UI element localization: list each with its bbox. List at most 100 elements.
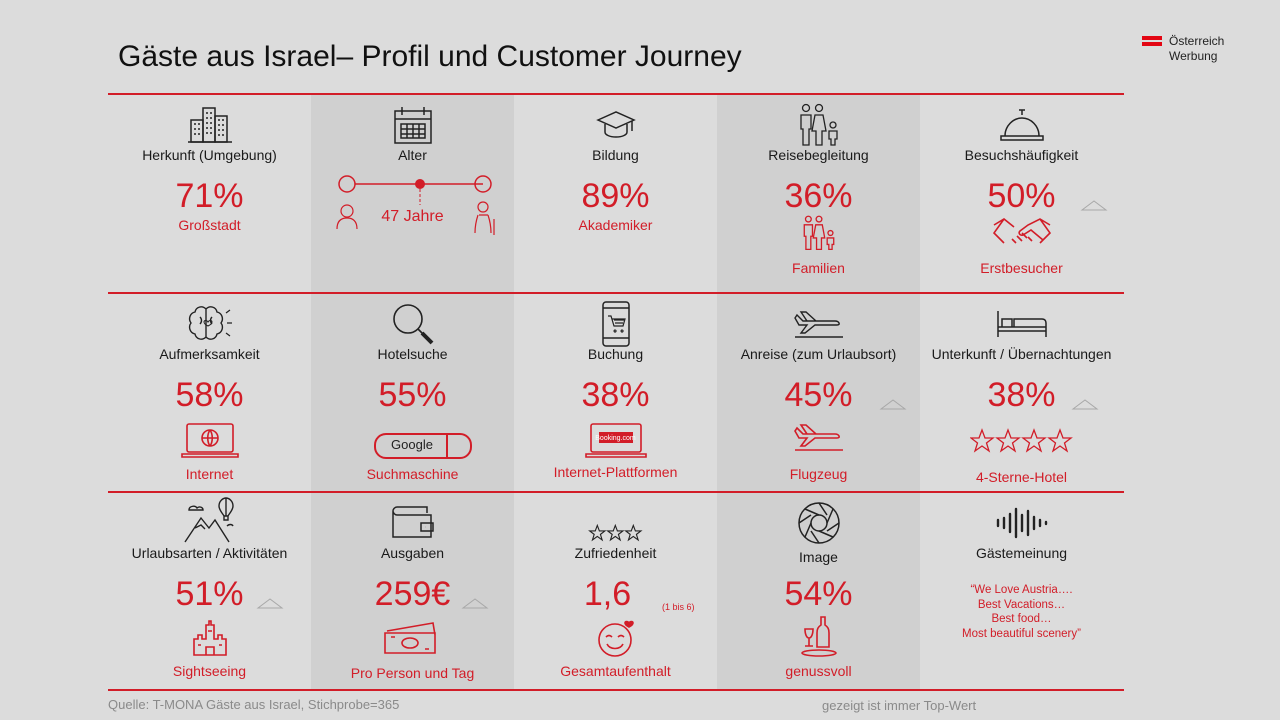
cell-aufmerksamkeit: Aufmerksamkeit 58% Internet: [108, 294, 311, 492]
cell-value: 54%: [784, 575, 853, 613]
cell-label: Besuchshäufigkeit: [964, 147, 1079, 163]
age-value: 47 Jahre: [381, 208, 444, 225]
cell-value: 89%: [581, 177, 650, 215]
buildings-icon: [108, 103, 311, 147]
cell-label: Zufriedenheit: [574, 545, 657, 561]
cell-sub: Akademiker: [578, 217, 653, 233]
cell-sub: Internet-Plattformen: [553, 464, 678, 480]
cell-anreise: Anreise (zum Urlaubsort) 45% Flugzeug: [717, 294, 920, 492]
cell-label: Bildung: [592, 147, 639, 163]
wallet-icon: [311, 501, 514, 545]
cell-label: Hotelsuche: [377, 346, 448, 362]
cell-sub: Erstbesucher: [980, 260, 1063, 276]
calendar-icon: [311, 103, 514, 147]
soundwave-icon: [920, 501, 1123, 545]
laptop-globe-icon: [108, 422, 311, 460]
google-label: Google: [391, 437, 433, 452]
cell-sub: 4-Sterne-Hotel: [975, 469, 1068, 485]
cell-sub: Familien: [792, 260, 845, 276]
cell-image: Image 54% genussvoll: [717, 493, 920, 691]
cell-value: 71%: [175, 177, 244, 215]
cell-value: 58%: [175, 376, 244, 414]
logo-line-1: Österreich: [1169, 34, 1225, 48]
quote-line: “We Love Austria….: [970, 584, 1073, 596]
cell-label: Urlaubsarten / Aktivitäten: [131, 545, 288, 561]
cell-label: Reisebegleitung: [768, 147, 869, 163]
cell-sub: Großstadt: [178, 217, 241, 233]
four-stars-icon: [920, 428, 1123, 454]
cell-value: 1,6: [583, 575, 632, 613]
cell-besuchshaeufigkeit: Besuchshäufigkeit 50% Erstbesucher: [920, 95, 1123, 293]
top-value-note: gezeigt ist immer Top-Wert: [822, 698, 977, 713]
cell-gaestemeinung: Gästemeinung “We Love Austria…. Best Vac…: [920, 493, 1123, 691]
quote-line: Best Vacations…: [977, 598, 1066, 611]
castle-icon: [108, 617, 311, 657]
cell-hotelsuche: Hotelsuche 55% Google Suchmaschine: [311, 294, 514, 492]
cell-label: Alter: [398, 147, 427, 163]
cell-value: 50%: [987, 177, 1056, 215]
top-value-triangle-icon: [879, 399, 907, 410]
mountain-balloon-icon: [108, 495, 311, 545]
laptop-booking-icon: [514, 422, 717, 460]
handshake-icon: [920, 215, 1123, 251]
cell-herkunft: Herkunft (Umgebung) 71% Großstadt: [108, 95, 311, 293]
cell-value: 51%: [175, 575, 244, 613]
cell-value: 38%: [581, 376, 650, 414]
cell-label: Anreise (zum Urlaubsort): [740, 346, 897, 362]
cell-sub: Suchmaschine: [366, 466, 459, 482]
cell-sub: Flugzeug: [789, 466, 848, 482]
cell-reisebegleitung: Reisebegleitung 36% Familien: [717, 95, 920, 293]
brain-icon: [108, 302, 311, 346]
age-range-slider: [336, 175, 495, 235]
cell-sub: Sightseeing: [172, 663, 247, 679]
wine-dinner-icon: [717, 615, 920, 657]
top-value-triangle-icon: [256, 598, 284, 609]
cell-value: 36%: [784, 177, 853, 215]
cell-zufriedenheit: Zufriedenheit 1,6 (1 bis 6) Gesamtaufent…: [514, 493, 717, 691]
quote-line: Best food…: [991, 613, 1052, 625]
cell-label: Image: [799, 549, 838, 565]
divider-row-1: [108, 292, 1124, 294]
cell-bildung: Bildung 89% Akademiker: [514, 95, 717, 293]
cell-value: 38%: [987, 376, 1056, 414]
banknote-icon: [311, 621, 514, 655]
graduation-cap-icon: [514, 103, 717, 147]
cell-value: 259€: [374, 575, 451, 613]
cell-sub: Pro Person und Tag: [350, 665, 475, 681]
family-icon: [717, 103, 920, 147]
divider-row-2: [108, 491, 1124, 493]
magnifier-icon: [311, 302, 514, 346]
cell-urlaubsarten: Urlaubsarten / Aktivitäten 51% Sightseei…: [108, 493, 311, 691]
cell-sub: Internet: [185, 466, 234, 482]
cell-label: Herkunft (Umgebung): [142, 147, 277, 163]
divider-top: [108, 93, 1124, 95]
cell-ausgaben: Ausgaben 259€ Pro Person und Tag: [311, 493, 514, 691]
google-search-bar: Google: [374, 433, 472, 459]
booking-label: Booking.com: [595, 435, 636, 442]
divider-bottom: [108, 689, 1124, 691]
cell-buchung: Buchung 38% Booking.com Internet-Plattfo…: [514, 294, 1099, 492]
cell-label: Gästemeinung: [975, 545, 1068, 561]
page-title: Gäste aus Israel– Profil und Customer Jo…: [118, 40, 742, 73]
top-value-triangle-icon: [461, 598, 489, 609]
cell-label: Unterkunft / Übernachtungen: [931, 346, 1112, 362]
camera-shutter-icon: [717, 497, 920, 549]
top-value-triangle-icon: [1071, 399, 1099, 410]
reception-bell-icon: [920, 103, 1123, 147]
scale-note: (1 bis 6): [662, 602, 695, 612]
guest-quote: “We Love Austria…. Best Vacations… Best …: [920, 583, 1123, 641]
cell-alter: Alter 47 Jahre: [311, 95, 514, 293]
profile-grid: Herkunft (Umgebung) 71% Großstadt Alter …: [108, 93, 1124, 691]
cell-label: Ausgaben: [380, 545, 445, 561]
quote-line: Most beautiful scenery”: [962, 627, 1081, 640]
three-stars-icon: [514, 521, 717, 545]
plane-takeoff-icon: [717, 302, 920, 346]
cell-sub: genussvoll: [785, 663, 852, 679]
top-value-triangle-icon: [1080, 200, 1108, 211]
cell-label: Buchung: [587, 346, 644, 362]
flag-icon: [1142, 36, 1162, 48]
cell-value: 55%: [378, 376, 447, 414]
family-small-icon: [717, 215, 920, 251]
cell-sub: Gesamtaufenthalt: [560, 663, 671, 679]
cell-label: Aufmerksamkeit: [159, 346, 260, 362]
